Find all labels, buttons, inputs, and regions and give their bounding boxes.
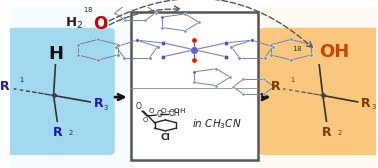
Text: R: R (271, 80, 281, 93)
FancyBboxPatch shape (259, 28, 378, 155)
Text: O: O (93, 15, 107, 33)
Text: OH: OH (319, 43, 349, 61)
Text: R: R (0, 80, 9, 93)
Text: Cl: Cl (161, 133, 170, 142)
Text: $^3$: $^3$ (371, 104, 377, 114)
Text: H$_2$: H$_2$ (65, 16, 83, 31)
Text: $^2$: $^2$ (68, 130, 74, 140)
Text: O   O$_{\mathregular{}}$—OH: O O$_{\mathregular{}}$—OH (148, 107, 186, 114)
FancyBboxPatch shape (7, 28, 115, 155)
Text: $^2$: $^2$ (338, 130, 343, 140)
Text: R: R (53, 126, 62, 139)
Text: $^1$: $^1$ (19, 77, 25, 87)
Text: $^1$: $^1$ (290, 77, 296, 87)
Text: H: H (48, 45, 63, 63)
Text: OH: OH (168, 110, 180, 118)
Text: O: O (157, 110, 163, 119)
Text: R: R (94, 97, 104, 110)
Text: R: R (322, 126, 331, 139)
Text: R: R (361, 97, 371, 110)
FancyBboxPatch shape (131, 12, 258, 160)
Text: O: O (136, 102, 142, 111)
Text: $^{\mathregular{O}}$: $^{\mathregular{O}}$ (142, 117, 149, 127)
Text: $^3$: $^3$ (103, 105, 109, 115)
Text: $^{18}$: $^{18}$ (83, 7, 93, 17)
FancyBboxPatch shape (9, 7, 134, 168)
FancyBboxPatch shape (257, 7, 376, 168)
Text: in CH$_3$CN: in CH$_3$CN (192, 117, 242, 131)
Text: $^{18}$: $^{18}$ (292, 46, 303, 56)
